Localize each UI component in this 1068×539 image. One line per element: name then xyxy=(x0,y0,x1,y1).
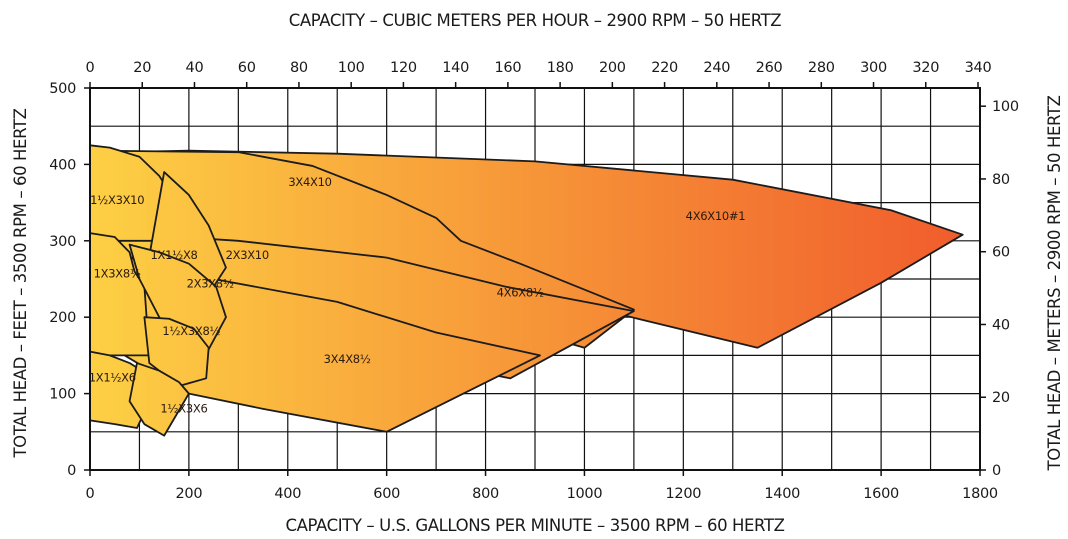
top-tick-label: 260 xyxy=(756,60,783,76)
pump-regions xyxy=(89,144,964,437)
region-label: 3X4X8½ xyxy=(324,352,371,366)
left-tick-label: 0 xyxy=(67,463,76,479)
region-label: 2X3X10 xyxy=(226,248,269,262)
region-label: 1X1½X6 xyxy=(89,370,136,384)
right-axis-title: TOTAL HEAD – METERS – 2900 RPM – 50 HERT… xyxy=(1045,95,1064,471)
region-labels: 4X6X10#1 3X4X10 4X6X8½ 3X4X8½ 1½X3X10 2X3X10 1… xyxy=(89,175,746,416)
right-tick-label: 80 xyxy=(992,172,1010,188)
left-tick-label: 500 xyxy=(49,81,76,97)
bottom-tick-label: 1000 xyxy=(567,486,603,502)
top-tick-label: 240 xyxy=(703,60,730,76)
bottom-tick-label: 1200 xyxy=(665,486,701,502)
region-label: 1½X3X8½ xyxy=(162,324,220,338)
right-tick-label: 60 xyxy=(992,245,1010,261)
region-label: 3X4X10 xyxy=(288,175,331,189)
bottom-tick-label: 1600 xyxy=(863,486,899,502)
bottom-tick-label: 200 xyxy=(175,486,202,502)
region-label: 4X6X8½ xyxy=(497,286,544,300)
bottom-tick-label: 0 xyxy=(86,486,95,502)
left-tick-label: 400 xyxy=(49,157,76,173)
top-tick-label: 340 xyxy=(965,60,992,76)
left-axis-title: TOTAL HEAD – FEET – 3500 RPM – 60 HERTZ xyxy=(11,108,30,458)
top-tick-label: 40 xyxy=(186,60,204,76)
region-label: 1X3X8½ xyxy=(94,266,141,280)
top-tick-label: 60 xyxy=(238,60,256,76)
region-label: 1½X3X6 xyxy=(160,402,207,416)
plot-frame xyxy=(84,82,986,476)
pump-region xyxy=(143,316,210,387)
top-tick-label: 320 xyxy=(912,60,939,76)
region-label: 1X1½X8 xyxy=(151,248,198,262)
region-label: 4X6X10#1 xyxy=(686,209,746,223)
top-tick-label: 120 xyxy=(390,60,417,76)
top-tick-label: 200 xyxy=(599,60,626,76)
top-tick-label: 220 xyxy=(651,60,678,76)
top-tick-label: 140 xyxy=(442,60,469,76)
bottom-tick-label: 600 xyxy=(373,486,400,502)
right-tick-label: 100 xyxy=(992,99,1019,115)
pump-region xyxy=(128,243,227,364)
top-tick-label: 300 xyxy=(860,60,887,76)
left-tick-label: 300 xyxy=(49,234,76,250)
plot-border xyxy=(89,87,981,471)
bottom-tick-label: 800 xyxy=(472,486,499,502)
right-tick-label: 20 xyxy=(992,390,1010,406)
top-tick-label: 180 xyxy=(547,60,574,76)
top-tick-label: 20 xyxy=(133,60,151,76)
region-label: 1½X3X10 xyxy=(90,193,144,207)
top-tick-label: 100 xyxy=(338,60,365,76)
pump-region xyxy=(128,362,190,437)
top-tick-label: 160 xyxy=(494,60,521,76)
region-label: 2X3X8½ xyxy=(187,276,234,290)
top-axis-title: CAPACITY – CUBIC METERS PER HOUR – 2900 … xyxy=(289,11,781,30)
left-tick-label: 200 xyxy=(49,310,76,326)
top-tick-label: 280 xyxy=(808,60,835,76)
bottom-tick-label: 1400 xyxy=(764,486,800,502)
top-tick-label: 80 xyxy=(290,60,308,76)
bottom-tick-label: 400 xyxy=(274,486,301,502)
top-tick-label: 0 xyxy=(86,60,95,76)
right-tick-label: 0 xyxy=(992,463,1001,479)
left-tick-label: 100 xyxy=(49,387,76,403)
bottom-axis-title: CAPACITY – U.S. GALLONS PER MINUTE – 350… xyxy=(286,516,785,535)
right-tick-label: 40 xyxy=(992,317,1010,333)
bottom-tick-label: 1800 xyxy=(962,486,998,502)
